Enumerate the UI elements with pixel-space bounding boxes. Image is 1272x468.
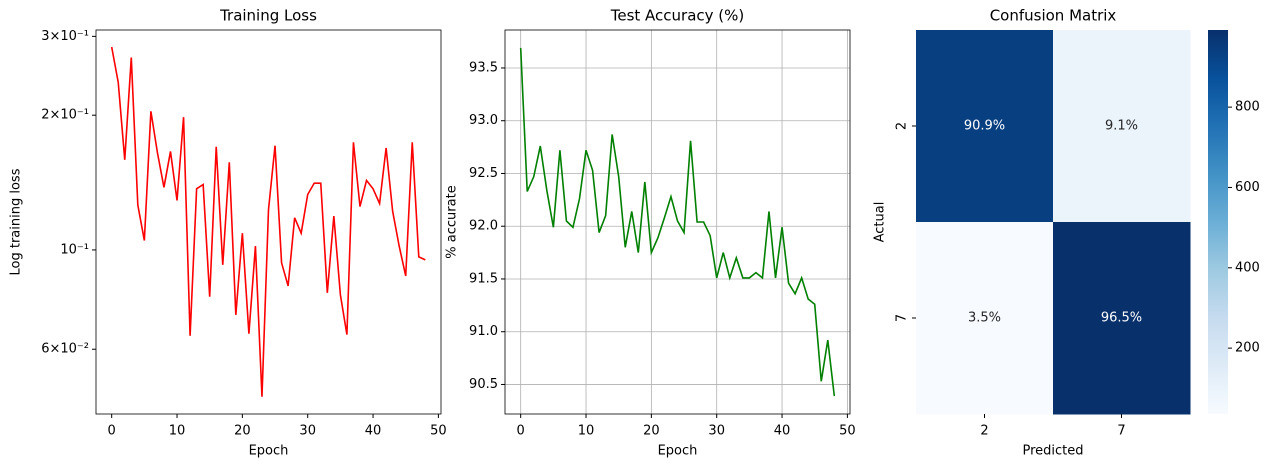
x-axis-label: Epoch: [658, 444, 698, 459]
heatmap-cell: [1053, 222, 1191, 415]
y-axis-label: Actual: [873, 202, 888, 243]
x-tick-label: 50: [430, 424, 447, 439]
colorbar-tick-label: 400: [1235, 260, 1260, 275]
y-tick-label: 7: [895, 314, 910, 322]
cell-label: 96.5%: [1101, 311, 1142, 326]
y-tick-label: 92.0: [469, 219, 498, 234]
y-tick-label: 3×10⁻¹: [41, 29, 89, 44]
colorbar: [1208, 30, 1228, 414]
x-tick-label: 10: [578, 424, 595, 439]
chart-title: Confusion Matrix: [990, 7, 1117, 25]
chart-title: Training Loss: [219, 7, 317, 25]
heatmap-cell: [916, 222, 1054, 415]
y-tick-label: 2: [895, 122, 910, 130]
x-tick-label: 10: [169, 424, 186, 439]
heatmap-cell: [916, 30, 1054, 223]
chart-title: Test Accuracy (%): [610, 7, 745, 25]
axes-frame: [504, 29, 851, 415]
y-tick-label: 6×10⁻²: [41, 342, 89, 357]
y-tick-label: 91.5: [469, 271, 498, 286]
cell-label: 9.1%: [1105, 119, 1138, 134]
x-tick-label: 30: [708, 424, 725, 439]
y-tick-label: 93.5: [469, 60, 498, 75]
x-tick-label: 20: [234, 424, 251, 439]
y-tick-label: 2×10⁻¹: [41, 108, 89, 123]
colorbar-tick-label: 200: [1235, 341, 1260, 356]
data-line: [110, 46, 426, 397]
x-axis-label: Predicted: [1022, 444, 1083, 459]
y-tick-label: 90.5: [469, 377, 498, 392]
y-axis-label: Log training loss: [9, 168, 24, 275]
colorbar-tick-label: 600: [1235, 180, 1260, 195]
x-tick-label: 40: [774, 424, 791, 439]
cell-label: 90.9%: [964, 119, 1005, 134]
colorbar-tick-label: 800: [1235, 100, 1260, 115]
cell-label: 3.5%: [968, 311, 1001, 326]
x-tick-label: 7: [1117, 424, 1125, 439]
x-tick-label: 20: [643, 424, 660, 439]
x-tick-label: 0: [108, 424, 116, 439]
y-axis-label: % accurate: [445, 185, 460, 258]
y-tick-label: 93.0: [469, 113, 498, 128]
x-tick-label: 2: [980, 424, 988, 439]
x-tick-label: 50: [839, 424, 856, 439]
y-tick-label: 91.0: [469, 324, 498, 339]
axes-frame: [95, 29, 442, 415]
y-tick-label: 10⁻¹: [60, 242, 89, 257]
x-tick-label: 40: [365, 424, 382, 439]
y-tick-label: 92.5: [469, 166, 498, 181]
heatmap-cell: [1053, 30, 1191, 223]
x-axis-label: Epoch: [249, 444, 289, 459]
data-line: [519, 47, 836, 397]
x-tick-label: 0: [517, 424, 525, 439]
x-tick-label: 30: [299, 424, 316, 439]
